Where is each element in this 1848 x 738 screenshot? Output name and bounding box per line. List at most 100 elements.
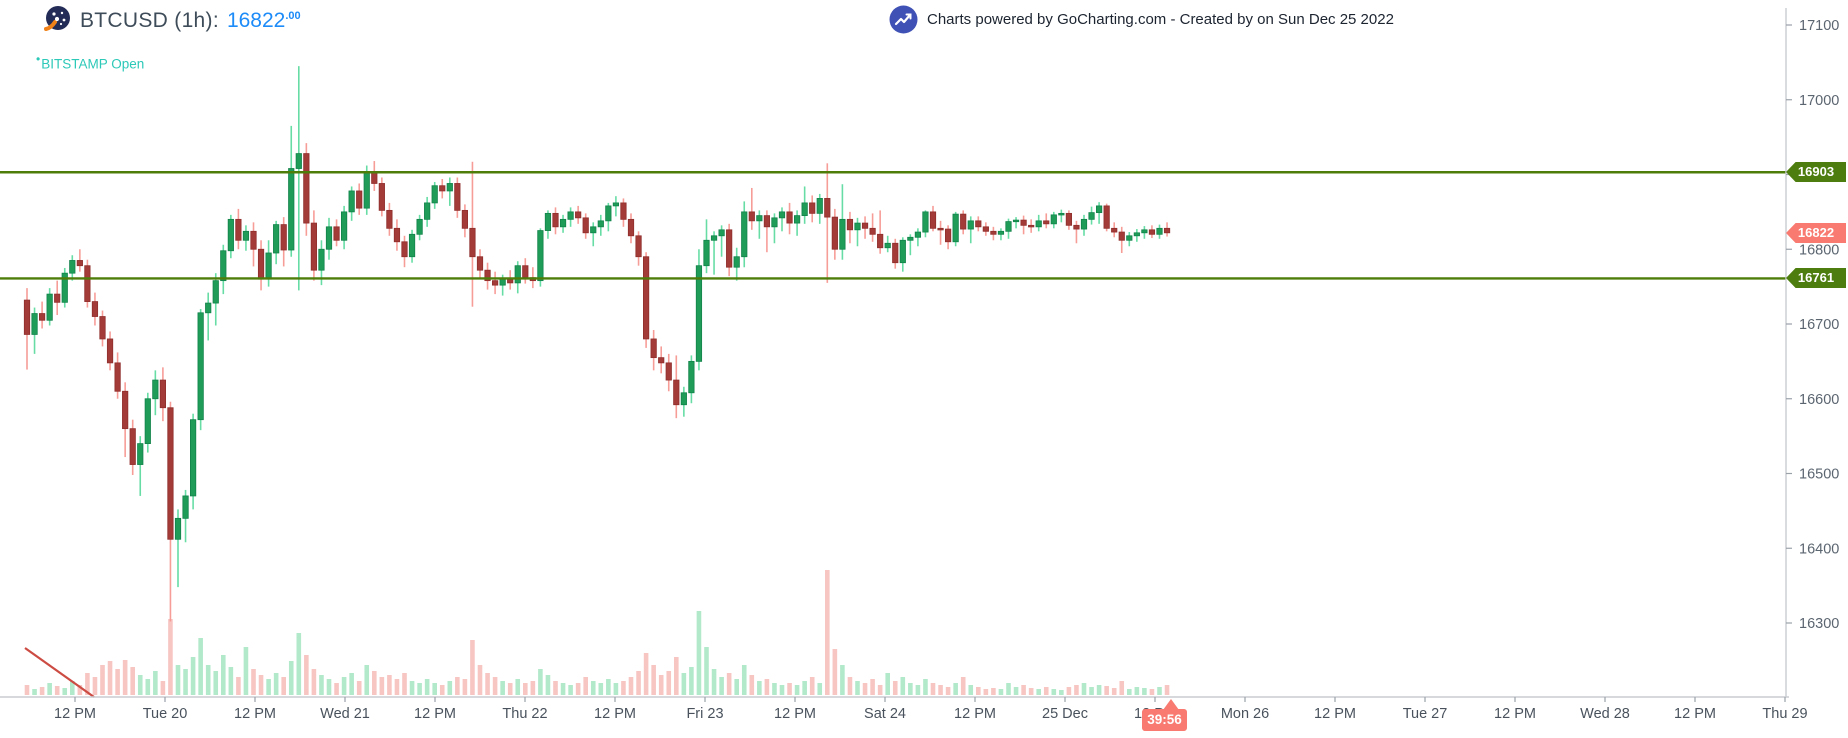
volume-bar <box>938 685 943 695</box>
candle-body <box>960 213 967 230</box>
x-axis-label: Wed 21 <box>320 706 370 722</box>
price-level-lines[interactable] <box>0 171 1786 698</box>
trend-line[interactable] <box>24 647 95 698</box>
credit-text[interactable]: Charts powered by GoCharting.com - Creat… <box>927 11 1394 28</box>
candle-body <box>1118 231 1125 241</box>
volume-bar <box>923 679 928 695</box>
candle-body <box>854 222 861 231</box>
candle-body <box>718 229 725 237</box>
y-axis-label: 16800 <box>1799 242 1839 258</box>
volume-bar <box>1028 688 1034 695</box>
candle-body <box>386 209 393 229</box>
volume-bar <box>130 667 135 695</box>
candle-body <box>1005 221 1012 232</box>
volume-bar <box>236 677 241 695</box>
volume-bar <box>1089 687 1094 695</box>
candle-body <box>348 190 355 213</box>
volume-bar <box>1074 685 1079 695</box>
volume-bar <box>213 671 219 695</box>
volume-bar <box>1081 683 1087 695</box>
candle-body <box>303 153 310 224</box>
volume-bar <box>288 661 294 695</box>
volume-bar <box>349 673 354 695</box>
candle-body <box>280 224 287 251</box>
volume-bar <box>734 679 739 695</box>
candle-body <box>771 217 778 228</box>
volume-bar <box>915 685 921 695</box>
candle-body <box>741 211 748 258</box>
volume-bar <box>424 679 430 695</box>
candle-body <box>1141 229 1148 234</box>
candle-body <box>1073 224 1080 230</box>
symbol-title[interactable]: BTCUSD (1h): <box>80 9 219 32</box>
volume-bar <box>115 669 120 695</box>
volume-bar <box>356 681 362 695</box>
candle-body <box>159 379 166 409</box>
x-axis-label: 12 PM <box>954 706 996 722</box>
volume-bar <box>1096 685 1102 695</box>
volume-bar <box>409 681 415 695</box>
volume-bar <box>515 679 521 695</box>
volume-bar <box>689 667 694 695</box>
candle-body <box>235 218 242 241</box>
volume-bar <box>455 677 460 695</box>
volume-bar <box>221 655 226 695</box>
candle-body <box>205 302 212 314</box>
volume-bar <box>160 681 166 695</box>
candle-body <box>650 338 657 359</box>
candle-body <box>575 211 582 219</box>
candle-body <box>250 230 257 250</box>
volume-bar <box>1059 690 1064 695</box>
candle-body <box>1012 219 1020 223</box>
lower-level-price-badge[interactable]: 16761 <box>1786 268 1846 288</box>
candle-body <box>1035 220 1042 228</box>
candle-body <box>499 278 506 286</box>
candle-body <box>491 280 499 286</box>
candle-body <box>106 338 114 364</box>
volume-bar <box>855 681 860 695</box>
candle-body <box>816 198 823 214</box>
candle-body <box>265 252 272 280</box>
candle-body <box>945 228 952 243</box>
candle-body <box>582 217 589 234</box>
candle-body <box>333 226 340 241</box>
volume-bar <box>198 638 203 695</box>
candle-body <box>809 202 816 214</box>
candle-body <box>227 218 234 252</box>
candle-body <box>997 230 1005 235</box>
candle-body <box>220 250 227 282</box>
volume-bar <box>764 679 770 695</box>
volume-bar <box>205 665 211 695</box>
candle-body <box>680 392 687 406</box>
volume-bar <box>175 665 181 695</box>
candle-body <box>295 153 302 169</box>
candle-body <box>122 390 129 430</box>
candle-body <box>1080 218 1088 230</box>
axes-layer[interactable]: 1710017000169001680016700166001650016400… <box>0 8 1839 722</box>
volume-bar <box>24 685 30 695</box>
candle-body <box>643 256 650 340</box>
volume-bar <box>1142 688 1147 695</box>
volume-bar <box>462 679 468 695</box>
volume-bar <box>960 677 966 695</box>
volume-bar <box>311 669 317 695</box>
candle-body <box>1111 227 1118 233</box>
volume-bar <box>447 681 453 695</box>
candle-body <box>877 233 884 249</box>
volume-bar <box>39 687 45 695</box>
candle-body <box>1156 227 1163 235</box>
volume-bar <box>183 669 188 695</box>
volume-bar <box>341 677 347 695</box>
candle-body <box>726 229 733 268</box>
candle-body <box>1065 212 1072 226</box>
candle-body <box>899 239 906 264</box>
upper-level-price-badge[interactable]: 16903 <box>1786 162 1846 182</box>
candle-body <box>801 202 808 217</box>
candle-body <box>356 190 363 209</box>
candle-body <box>197 312 204 421</box>
volume-bar <box>372 671 377 695</box>
volume-bar <box>1043 687 1049 695</box>
candle-body <box>416 218 423 235</box>
candle-body <box>763 215 771 228</box>
